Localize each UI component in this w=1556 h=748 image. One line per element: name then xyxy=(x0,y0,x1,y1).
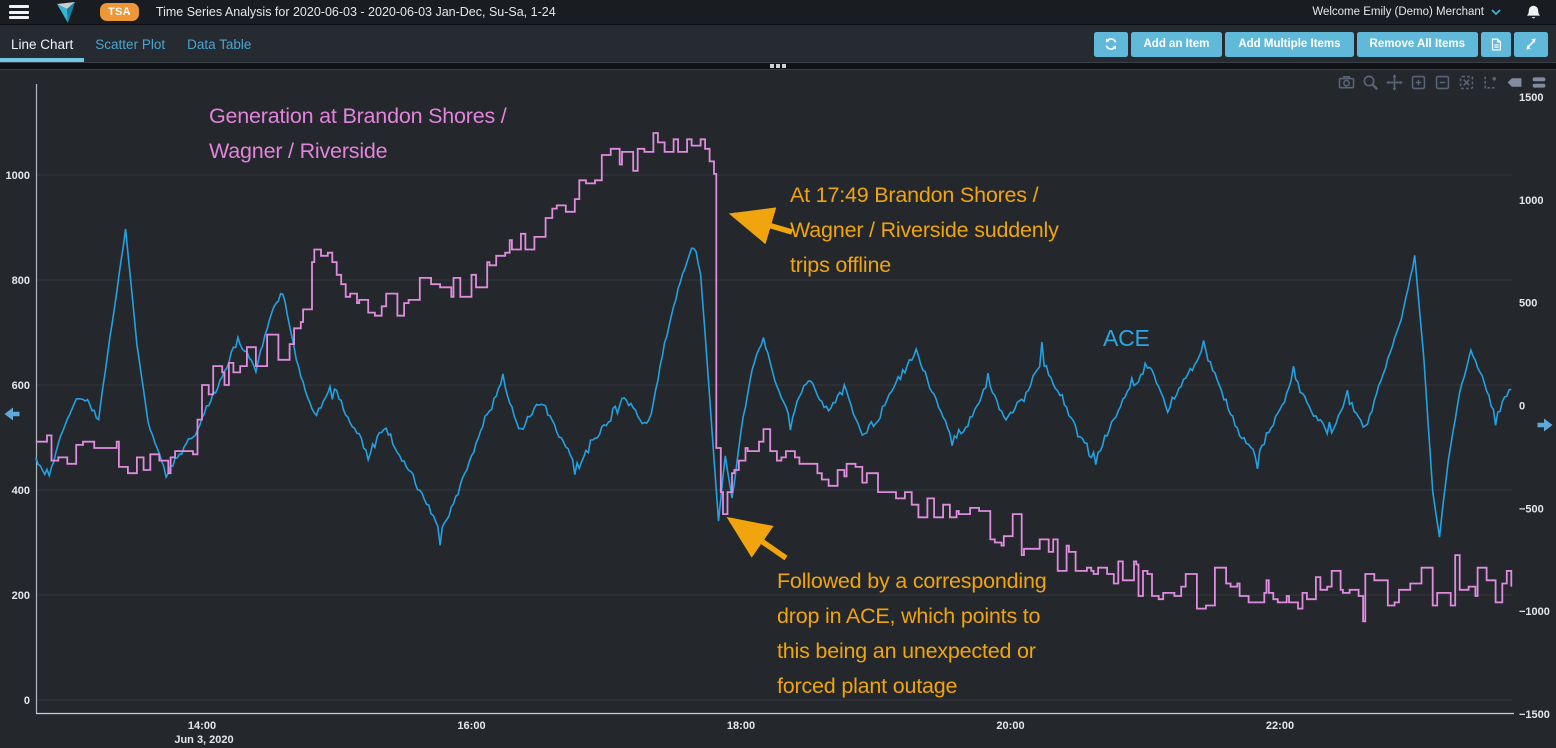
add-item-button[interactable]: Add an Item xyxy=(1130,31,1223,57)
svg-text:600: 600 xyxy=(12,380,30,392)
panel-resizer-handle[interactable] xyxy=(0,62,1556,70)
menu-icon[interactable] xyxy=(9,5,29,19)
svg-text:−1000: −1000 xyxy=(1519,606,1550,618)
annotation-ace-label: ACE xyxy=(1103,325,1150,351)
page-title: Time Series Analysis for 2020-06-03 - 20… xyxy=(155,5,556,19)
zoom-in-icon[interactable] xyxy=(1409,73,1428,92)
expand-icon xyxy=(1526,38,1536,50)
hover-closest-icon[interactable] xyxy=(1505,73,1524,92)
svg-text:800: 800 xyxy=(12,275,30,287)
svg-text:500: 500 xyxy=(1519,298,1537,310)
tab-data-table[interactable]: Data Table xyxy=(187,36,252,52)
chart-toolbar: Add an Item Add Multiple Items Remove Al… xyxy=(1091,26,1548,62)
chevron-down-icon xyxy=(1491,9,1501,16)
app-badge: TSA xyxy=(100,3,139,21)
annotation-ace-drop: Followed by a corresponding drop in ACE,… xyxy=(777,569,1047,698)
company-logo-icon xyxy=(57,2,75,23)
generation-series-line xyxy=(35,132,1513,623)
svg-text:18:00: 18:00 xyxy=(727,720,755,732)
arrow-right-icon xyxy=(1537,418,1553,432)
hover-compare-icon[interactable] xyxy=(1529,73,1548,92)
add-multiple-items-button[interactable]: Add Multiple Items xyxy=(1225,31,1354,57)
svg-text:1500: 1500 xyxy=(1519,92,1543,104)
svg-text:1000: 1000 xyxy=(6,170,30,182)
app-header: TSA Time Series Analysis for 2020-06-03 … xyxy=(0,0,1556,25)
fullscreen-button[interactable] xyxy=(1514,31,1548,57)
svg-text:0: 0 xyxy=(1519,401,1525,413)
svg-text:16:00: 16:00 xyxy=(457,720,485,732)
tab-line-chart[interactable]: Line Chart xyxy=(0,26,85,62)
annotation-generation-label: Generation at Brandon Shores / Wagner / … xyxy=(209,104,507,163)
svg-text:Jun 3, 2020: Jun 3, 2020 xyxy=(174,734,233,746)
svg-text:22:00: 22:00 xyxy=(1266,720,1294,732)
annotation-trip-offline: At 17:49 Brandon Shores / Wagner / River… xyxy=(790,183,1059,277)
svg-text:20:00: 20:00 xyxy=(996,720,1024,732)
refresh-icon xyxy=(1105,38,1116,50)
svg-text:0: 0 xyxy=(24,695,30,707)
svg-text:1000: 1000 xyxy=(1519,195,1543,207)
plotly-modebar xyxy=(1337,73,1548,92)
autoscale-icon[interactable] xyxy=(1457,73,1476,92)
export-report-button[interactable] xyxy=(1481,31,1511,57)
pan-left-button[interactable] xyxy=(2,406,21,427)
line-chart-panel: 0 200 400 600 800 1000 1500 1000 500 0 −500 −1000 −1… xyxy=(0,70,1556,748)
svg-text:14:00: 14:00 xyxy=(188,720,216,732)
outage-arrow xyxy=(726,516,788,561)
ace-series-line xyxy=(35,228,1512,546)
svg-text:−500: −500 xyxy=(1519,503,1544,515)
user-menu[interactable]: Welcome Emily (Demo) Merchant xyxy=(1312,6,1501,18)
notifications-bell-icon[interactable] xyxy=(1525,4,1542,21)
zoom-out-icon[interactable] xyxy=(1433,73,1452,92)
user-menu-label: Welcome Emily (Demo) Merchant xyxy=(1312,6,1484,18)
view-tabbar: Line Chart Scatter Plot Data Table Add a… xyxy=(0,26,1556,62)
camera-icon[interactable] xyxy=(1337,73,1356,92)
refresh-button[interactable] xyxy=(1093,31,1128,57)
spikelines-icon[interactable] xyxy=(1481,73,1500,92)
trip-arrow xyxy=(728,207,793,245)
arrow-left-icon xyxy=(4,407,20,421)
file-export-icon xyxy=(1491,37,1501,51)
remove-all-items-button[interactable]: Remove All Items xyxy=(1356,31,1478,57)
tab-scatter-plot[interactable]: Scatter Plot xyxy=(95,36,166,52)
svg-text:−1500: −1500 xyxy=(1519,709,1550,721)
svg-text:400: 400 xyxy=(12,485,30,497)
pan-icon[interactable] xyxy=(1385,73,1404,92)
pan-right-button[interactable] xyxy=(1536,417,1555,438)
line-chart-plot[interactable]: 0 200 400 600 800 1000 1500 1000 500 0 −500 −1000 −1… xyxy=(0,70,1556,748)
resizer-grip-icon xyxy=(770,64,786,68)
svg-text:200: 200 xyxy=(12,590,30,602)
zoom-icon[interactable] xyxy=(1361,73,1380,92)
